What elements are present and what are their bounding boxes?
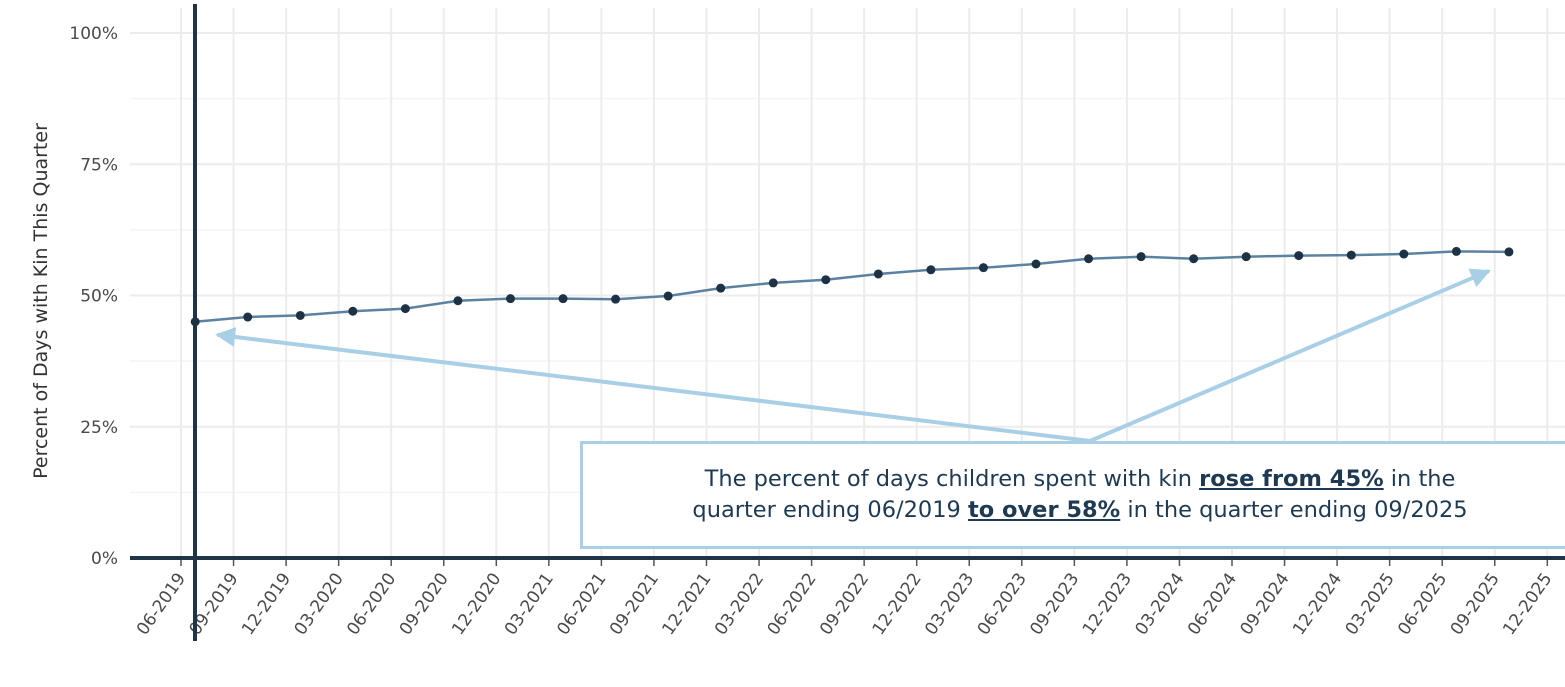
data-point-2 xyxy=(295,310,305,320)
data-point-8 xyxy=(611,294,621,304)
x-tick-label: 09-2024 xyxy=(1237,569,1294,639)
x-tick-label: 06-2021 xyxy=(553,569,610,639)
y-tick-label: 50% xyxy=(80,287,118,307)
callout-line2-post: in the quarter ending 09/2025 xyxy=(1120,497,1468,523)
y-axis-ticks: 0% 25% 50% 75% 100% xyxy=(69,24,118,569)
data-point-11 xyxy=(768,278,778,288)
x-tick-label: 03-2021 xyxy=(501,569,558,639)
data-point-7 xyxy=(558,294,568,304)
data-point-4 xyxy=(400,304,410,314)
data-point-22 xyxy=(1346,250,1356,260)
data-point-15 xyxy=(978,263,988,273)
data-point-6 xyxy=(505,294,515,304)
x-tick-label: 06-2024 xyxy=(1184,569,1241,639)
y-tick-label: 75% xyxy=(80,155,118,175)
annotation-callout: The percent of days children spent with … xyxy=(580,441,1565,549)
data-point-16 xyxy=(1031,259,1041,269)
x-tick-label: 06-2020 xyxy=(343,569,400,639)
data-point-10 xyxy=(716,283,726,293)
x-tick-label: 12-2024 xyxy=(1289,569,1346,639)
data-point-21 xyxy=(1294,251,1304,261)
x-tick-label: 09-2023 xyxy=(1026,569,1083,639)
data-point-12 xyxy=(821,275,831,285)
x-tick-label: 12-2021 xyxy=(658,569,715,639)
y-tick-label: 0% xyxy=(91,549,118,569)
x-tick-label: 03-2023 xyxy=(921,569,978,639)
data-point-3 xyxy=(348,306,358,316)
data-point-17 xyxy=(1084,254,1094,264)
x-tick-label: 12-2022 xyxy=(869,569,926,639)
series-line xyxy=(190,246,1514,327)
data-point-5 xyxy=(453,296,463,306)
x-tick-label: 09-2022 xyxy=(816,569,873,639)
arrow-to-first-point xyxy=(215,326,1091,443)
x-tick-label: 03-2020 xyxy=(291,569,348,639)
data-point-18 xyxy=(1136,252,1146,262)
callout-line1-bold: rose from 45% xyxy=(1199,466,1384,492)
x-tick-label: 03-2025 xyxy=(1342,569,1399,639)
data-point-1 xyxy=(243,312,253,322)
x-tick-label: 09-2020 xyxy=(396,569,453,639)
x-tick-label: 03-2022 xyxy=(711,569,768,639)
data-point-23 xyxy=(1399,249,1409,259)
data-point-9 xyxy=(663,291,673,301)
x-tick-label: 06-2019 xyxy=(133,569,190,639)
series-path xyxy=(195,250,1509,324)
data-point-25 xyxy=(1504,247,1514,257)
x-tick-label: 12-2023 xyxy=(1079,569,1136,639)
x-tick-label: 12-2020 xyxy=(448,569,505,639)
data-point-19 xyxy=(1189,254,1199,264)
data-point-24 xyxy=(1451,246,1461,256)
x-tick-label: 12-2019 xyxy=(238,569,295,639)
x-tick-label: 06-2022 xyxy=(764,569,821,639)
x-tick-label: 03-2024 xyxy=(1131,569,1188,639)
x-tick-label: 06-2023 xyxy=(974,569,1031,639)
data-point-0 xyxy=(190,317,200,327)
data-point-20 xyxy=(1241,252,1251,262)
data-point-14 xyxy=(926,265,936,275)
x-tick-label: 06-2025 xyxy=(1394,569,1451,639)
data-point-13 xyxy=(873,269,883,279)
x-tick-label: 12-2025 xyxy=(1499,569,1556,639)
callout-line2-bold: to over 58% xyxy=(968,497,1121,523)
y-tick-label: 25% xyxy=(80,418,118,438)
arrow-to-last-point xyxy=(1089,268,1491,443)
y-axis-label: Percent of Days with Kin This Quarter xyxy=(30,123,52,479)
callout-line2-pre: quarter ending 06/2019 xyxy=(692,497,969,523)
annotation-arrows xyxy=(215,268,1491,443)
x-tick-label: 09-2021 xyxy=(606,569,663,639)
y-tick-label: 100% xyxy=(69,24,118,44)
callout-line1-post: in the xyxy=(1383,466,1456,492)
callout-line1-pre: The percent of days children spent with … xyxy=(704,466,1200,492)
x-tick-label: 09-2025 xyxy=(1447,569,1504,639)
x-axis-ticks: 06-201909-201912-201903-202006-202009-20… xyxy=(133,558,1556,639)
